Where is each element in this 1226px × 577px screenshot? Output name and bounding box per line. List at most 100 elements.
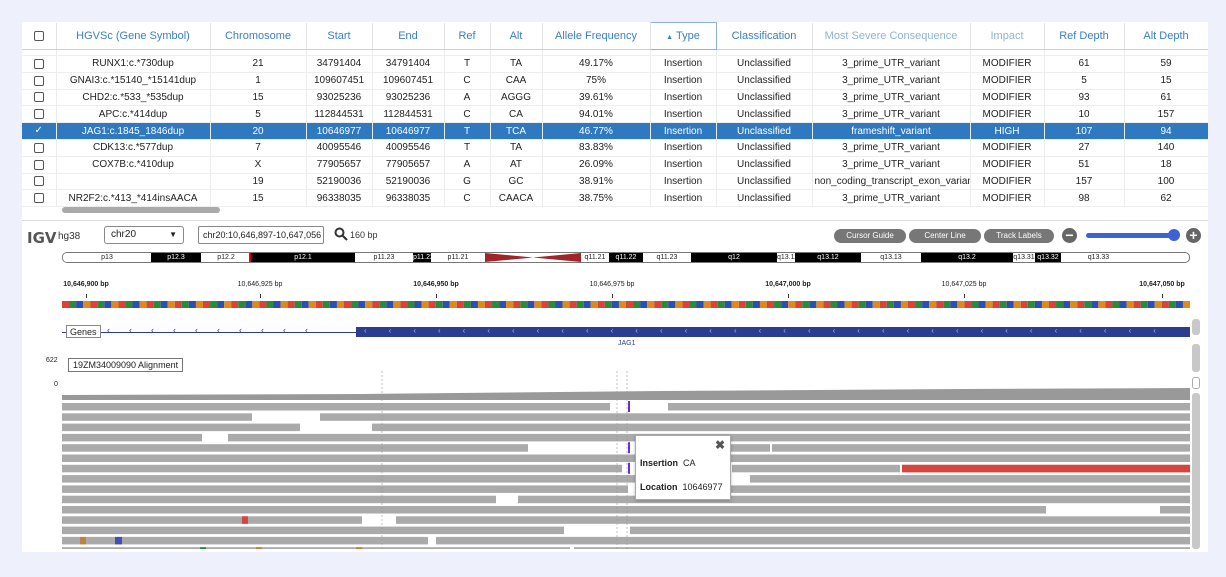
cell-end: 93025236 [372, 89, 445, 107]
col-allele-frequency[interactable]: Allele Frequency [542, 22, 651, 50]
select-all-checkbox[interactable] [22, 22, 57, 50]
row-checkbox[interactable] [22, 89, 57, 107]
col-ref[interactable]: Ref [444, 22, 491, 50]
checkbox[interactable] [33, 176, 44, 187]
genome-label: hg38 [58, 231, 81, 242]
variant-table-container: HGVSc (Gene Symbol) Chromosome Start End… [22, 22, 1208, 218]
col-classification[interactable]: Classification [716, 22, 813, 50]
col-impact[interactable]: Impact [970, 22, 1045, 50]
table-row[interactable]: GNAI3:c.*15140_*15141dup 1 109607451 109607… [22, 72, 1208, 90]
ideogram-band: p11.22 [413, 253, 431, 262]
table-row[interactable]: RUNX1:c.*730dup 21 34791404 34791404 T TA 49.1… [22, 55, 1208, 73]
table-row[interactable]: APC:c.*414dup 5 112844531 112844531 C CA 94.01… [22, 105, 1208, 124]
zoom-slider[interactable] [1086, 233, 1176, 238]
genes-scrollbar[interactable] [1192, 344, 1200, 372]
ideogram-band: q13.12 [795, 253, 861, 262]
checkbox[interactable] [33, 109, 44, 120]
cell-cons: 3_prime_UTR_variant [812, 189, 971, 208]
cell-refd: 10 [1044, 105, 1125, 124]
checkbox[interactable] [33, 92, 44, 103]
gene-intron-line [62, 332, 356, 333]
checkmark-icon[interactable]: ✓ [34, 124, 43, 136]
cursor-guide-button[interactable]: Cursor Guide [834, 229, 906, 243]
read [62, 516, 362, 524]
cell-chr: 1 [210, 72, 307, 90]
sequence-scrollbar[interactable] [1192, 319, 1200, 335]
close-icon[interactable]: ✖ [714, 438, 725, 452]
track-labels-button[interactable]: Track Labels [984, 229, 1054, 243]
read [62, 403, 610, 411]
table-row[interactable]: CHD2:c.*533_*535dup 15 93025236 93025236 A AG… [22, 89, 1208, 107]
insertion-marker [628, 442, 630, 454]
alignment-scrollbar[interactable] [1192, 393, 1200, 549]
cell-chr: 5 [210, 105, 307, 124]
checkbox[interactable] [33, 58, 44, 69]
read [528, 454, 1190, 462]
zoom-slider-handle[interactable] [1168, 229, 1180, 241]
col-start[interactable]: Start [306, 22, 373, 50]
zoom-in-button[interactable]: + [1186, 228, 1201, 243]
cell-af: 26.09% [542, 156, 651, 174]
col-type-label: Type [675, 30, 700, 42]
row-checkbox[interactable] [22, 72, 57, 90]
center-line-button[interactable]: Center Line [909, 229, 981, 243]
cell-cons: 3_prime_UTR_variant [812, 105, 971, 124]
col-chromosome[interactable]: Chromosome [210, 22, 307, 50]
insertion-marker [628, 462, 630, 474]
tooltip-insertion-value: CA [683, 458, 696, 468]
igv-logo: IGV [27, 229, 57, 247]
read-discordant [902, 464, 1190, 473]
table-row[interactable]: COX7B:c.*410dup X 77905657 77905657 A AT 26.09… [22, 156, 1208, 174]
checkbox[interactable] [33, 75, 44, 86]
chromosome-select[interactable]: chr20 ▼ [104, 226, 184, 244]
row-checkbox[interactable]: ✓ [22, 122, 57, 140]
ideogram-band: q13.33 [1061, 253, 1136, 262]
alignment-scroll-top[interactable] [1192, 377, 1200, 389]
search-icon[interactable] [334, 227, 348, 241]
checkbox[interactable] [33, 142, 44, 153]
col-ref-depth[interactable]: Ref Depth [1044, 22, 1125, 50]
read [732, 464, 900, 473]
col-alt-depth[interactable]: Alt Depth [1124, 22, 1208, 50]
col-alt[interactable]: Alt [490, 22, 543, 50]
cell-hgvsc: RUNX1:c.*730dup [56, 55, 211, 73]
read [630, 526, 1190, 535]
read [62, 485, 628, 493]
ruler-tick [612, 294, 613, 298]
ruler-track: 10,646,900 bp 10,646,925 bp 10,646,950 bp 1… [62, 273, 1190, 313]
col-hgvsc[interactable]: HGVSc (Gene Symbol) [56, 22, 211, 50]
col-type[interactable]: ▲ Type [649, 22, 717, 50]
table-horizontal-scrollbar[interactable] [62, 207, 220, 213]
table-row[interactable]: 19 52190036 52190036 G GC 38.91% Insertion Uncl… [22, 173, 1208, 191]
gene-feature-jag1[interactable]: ‹‹‹‹‹‹‹‹‹‹‹‹‹‹‹‹‹‹‹‹‹‹‹‹‹‹‹‹‹‹‹‹‹ [356, 327, 1190, 337]
read [574, 547, 1190, 549]
table-row[interactable]: NR2F2:c.*413_*414insAACA 15 96338035 963380… [22, 189, 1208, 208]
locus-input[interactable]: chr20:10,646,897-10,647,056 [198, 226, 324, 244]
checkbox[interactable] [33, 159, 44, 170]
alignment-track[interactable] [62, 371, 1190, 549]
row-checkbox[interactable] [22, 139, 57, 157]
row-checkbox[interactable] [22, 156, 57, 174]
gene-name-label: JAG1 [618, 340, 636, 347]
ruler-tick-label: 10,646,925 bp [237, 281, 283, 288]
row-checkbox[interactable] [22, 173, 57, 191]
cell-end: 96338035 [372, 189, 445, 208]
cell-af: 38.91% [542, 173, 651, 191]
ruler-tick [260, 294, 261, 298]
table-row[interactable]: CDK13:c.*577dup 7 40095546 40095546 T TA 83.83… [22, 139, 1208, 157]
cell-ref: T [444, 139, 491, 157]
col-consequence[interactable]: Most Severe Consequence [812, 22, 971, 50]
row-checkbox[interactable] [22, 105, 57, 124]
col-end[interactable]: End [372, 22, 445, 50]
read [62, 413, 252, 421]
cell-impact: MODIFIER [970, 139, 1045, 157]
cell-impact: MODIFIER [970, 89, 1045, 107]
checkbox[interactable] [33, 193, 44, 204]
row-checkbox[interactable] [22, 55, 57, 73]
row-checkbox[interactable] [22, 189, 57, 208]
zoom-out-button[interactable]: − [1062, 228, 1077, 243]
cell-impact: MODIFIER [970, 72, 1045, 90]
table-row[interactable]: ✓ JAG1:c.1845_1846dup 20 10646977 10646977 T T… [22, 122, 1208, 140]
cell-start: 40095546 [306, 139, 373, 157]
